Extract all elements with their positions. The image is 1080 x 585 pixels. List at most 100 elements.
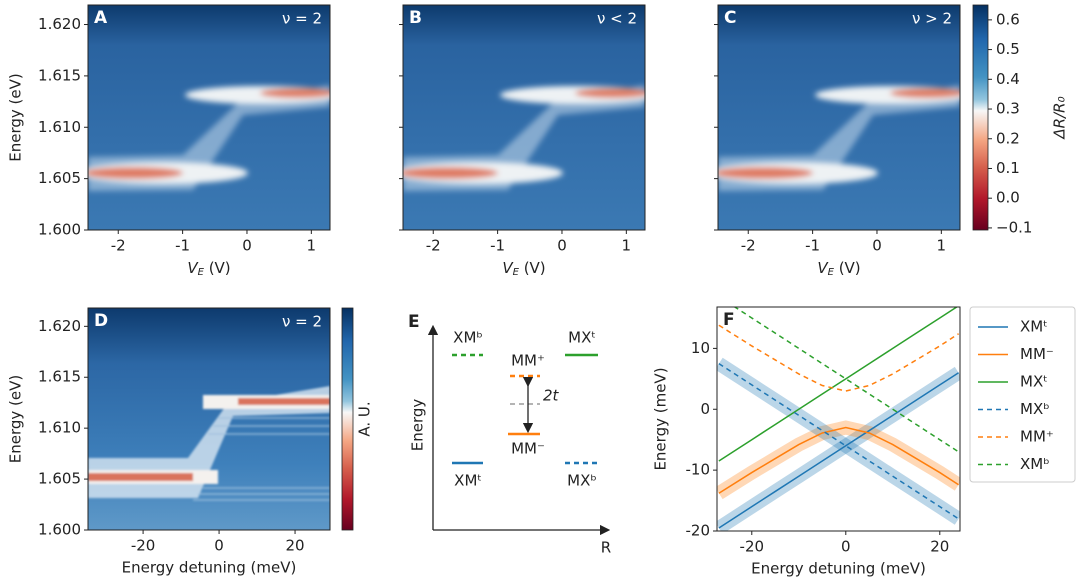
colorbar (341, 307, 354, 531)
series-line (718, 372, 959, 529)
series-line (733, 307, 959, 453)
level-label: XMᵇ (453, 329, 483, 347)
x-tick-label: 1 (937, 237, 947, 255)
level-label: MXᵇ (567, 472, 597, 490)
colorbar-tick-label: 0.4 (996, 70, 1020, 88)
x-tick-label: -1 (490, 237, 505, 255)
y-tick-label: 1.605 (38, 169, 81, 187)
legend-label: XMᵇ (1020, 455, 1050, 473)
x-tick-label: 20 (930, 538, 949, 556)
colorbar-label: ΔR/R₀ (1051, 96, 1069, 139)
x-axis-label-part: (V) (204, 259, 231, 277)
y-tick-label: 0 (700, 400, 710, 418)
heatmap-image (88, 308, 330, 530)
colorbar-tick-label: 0.3 (996, 100, 1020, 118)
x-tick-label: 0 (841, 538, 851, 556)
level-label: XMᵗ (454, 472, 482, 490)
series-line (718, 362, 959, 520)
x-axis-label-part: V (502, 259, 514, 277)
annotation: ν = 2 (282, 313, 322, 331)
panel-label: D (94, 311, 108, 331)
x-tick-label: -2 (426, 237, 441, 255)
y-tick-label: -20 (686, 522, 711, 540)
x-axis-label-part: V (187, 259, 199, 277)
x-axis-label: VE (V) (502, 259, 545, 279)
colorbar-label: A. U. (356, 401, 374, 436)
legend-label: XMᵗ (1020, 318, 1048, 336)
colorbar-tick-label: 0.2 (996, 129, 1020, 147)
panel-label: F (723, 310, 735, 330)
heatmap-image (708, 5, 971, 230)
level-label: MM⁺ (511, 352, 545, 370)
x-axis-label-part: V (817, 259, 829, 277)
plot-frame (402, 4, 646, 231)
x-tick-label: 0 (214, 537, 224, 555)
plot-frame (717, 4, 961, 231)
legend-label: MXᵗ (1020, 373, 1048, 391)
x-tick-label: -1 (175, 237, 190, 255)
x-tick-label: 1 (307, 237, 317, 255)
y-axis-label: Energy (eV) (7, 375, 25, 463)
y-tick-label: 1.615 (38, 66, 81, 84)
coupling-label: 2t (543, 387, 560, 405)
uncertainty-band (717, 357, 960, 525)
x-tick-label: 1 (622, 237, 632, 255)
annotation: ν < 2 (597, 10, 637, 28)
x-tick-label: -1 (805, 237, 820, 255)
axis-label: R (601, 539, 611, 557)
x-tick-label: 0 (242, 237, 252, 255)
heatmap-image (78, 5, 341, 230)
y-tick-label: 1.600 (38, 521, 81, 539)
legend-box (969, 306, 1076, 483)
axis-label: Energy (409, 399, 427, 452)
colorbar (972, 4, 989, 231)
series-line (718, 324, 959, 392)
colorbar-tick-label: 0.0 (996, 189, 1020, 207)
colorbar-tick-label: −0.1 (996, 218, 1032, 236)
colorbar-tick-label: 0.6 (996, 10, 1020, 28)
panel-label: E (408, 312, 420, 332)
y-tick-label: 1.605 (38, 470, 81, 488)
panel-label: C (724, 8, 736, 28)
level-label: MM⁻ (511, 440, 545, 458)
x-axis-label-sub: E (828, 267, 835, 278)
x-tick-label: 0 (557, 237, 567, 255)
colorbar-tick-label: 0.1 (996, 159, 1020, 177)
heatmap-image (393, 5, 656, 230)
plot-frame (716, 306, 961, 532)
x-tick-label: -20 (131, 537, 156, 555)
y-tick-label: 1.610 (38, 419, 81, 437)
y-tick-label: -10 (686, 461, 711, 479)
x-axis-label-sub: E (513, 267, 520, 278)
series-line (718, 426, 959, 494)
y-tick-label: 1.600 (38, 221, 81, 239)
y-axis-label: Energy (meV) (652, 367, 670, 470)
plot-frame (87, 4, 331, 231)
legend-label: MXᵇ (1020, 400, 1050, 418)
x-axis-label-sub: E (198, 267, 205, 278)
plot-frame (87, 307, 331, 531)
y-tick-label: 1.615 (38, 368, 81, 386)
y-tick-label: 1.620 (38, 317, 81, 335)
panel-label: B (409, 8, 422, 28)
y-tick-label: 1.620 (38, 15, 81, 33)
x-tick-label: -2 (741, 237, 756, 255)
y-tick-label: 1.610 (38, 118, 81, 136)
x-tick-label: 20 (286, 537, 305, 555)
legend-label: MM⁺ (1020, 428, 1054, 446)
x-axis-label-part: (V) (519, 259, 546, 277)
x-axis-label: Energy detuning (meV) (751, 560, 926, 578)
x-tick-label: 0 (872, 237, 882, 255)
panel-label: A (94, 8, 108, 28)
y-axis-label: Energy (eV) (7, 73, 25, 161)
legend-label: MM⁻ (1020, 345, 1054, 363)
series-line (718, 307, 959, 462)
level-diagram: E Energy R XMᵇ MXᵗ MM⁺ 2t MM⁻ XMᵗ MXᵇ (408, 312, 611, 557)
x-tick-label: -20 (740, 538, 765, 556)
colorbar-tick-label: 0.5 (996, 40, 1020, 58)
y-tick-label: 10 (691, 339, 710, 357)
annotation: ν = 2 (282, 10, 322, 28)
x-axis-label: VE (V) (187, 259, 230, 279)
x-axis-label: VE (V) (817, 259, 860, 279)
